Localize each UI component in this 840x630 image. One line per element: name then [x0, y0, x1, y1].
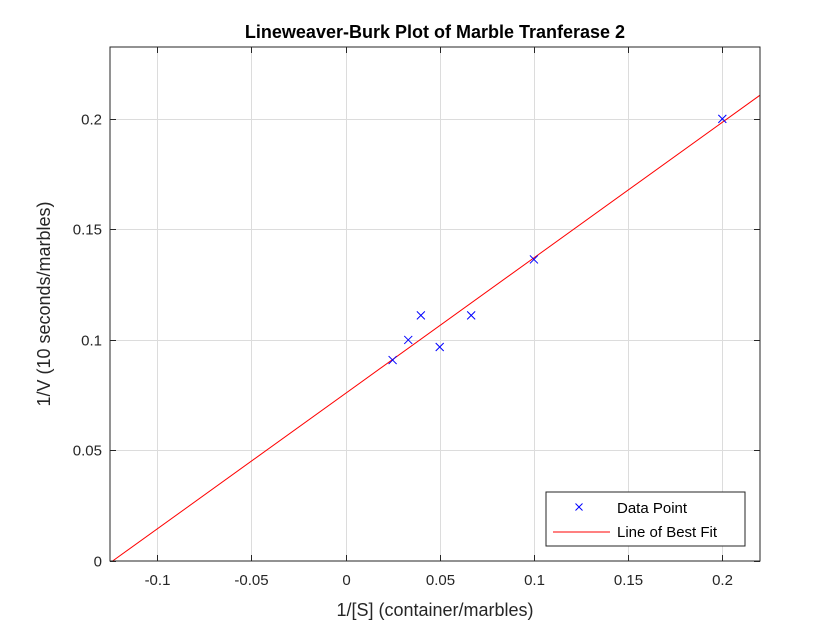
legend-label-line-of-best-fit: Line of Best Fit: [617, 524, 718, 541]
y-tick-label: 0.15: [73, 222, 102, 239]
marker-stroke: [403, 335, 413, 345]
data-point-marker: [388, 355, 397, 365]
data-point-marker: [416, 311, 426, 320]
x-axis-label: 1/[S] (container/marbles): [336, 600, 533, 620]
plot-series: [112, 94, 761, 562]
marker-stroke: [388, 355, 397, 365]
x-tick-label: 0: [342, 572, 350, 589]
plot-area-border: [109, 46, 761, 562]
y-tick-label: 0: [94, 554, 102, 571]
plot-area-background: [110, 47, 760, 561]
data-point-marker: [403, 335, 413, 345]
data-point-marker: [529, 255, 539, 264]
data-point-marker: [717, 114, 727, 124]
data-point-marker: [435, 342, 445, 352]
legend-label-data-point: Data Point: [617, 500, 688, 517]
x-tick-label: 0.1: [524, 572, 545, 589]
marker-stroke: [416, 311, 426, 320]
x-tick-label: -0.1: [145, 572, 171, 589]
x-tick-label: 0.2: [712, 572, 733, 589]
x-tick-label: 0.05: [426, 572, 455, 589]
x-tick-label: -0.05: [234, 572, 268, 589]
y-tick-label: 0.2: [81, 112, 102, 129]
x-tick-label: 0.15: [614, 572, 643, 589]
marker-stroke: [435, 342, 445, 352]
y-tick-label: 0.1: [81, 333, 102, 350]
grid-lines: [110, 47, 760, 561]
legend-marker-x-icon: [575, 503, 583, 511]
marker-stroke: [466, 311, 476, 320]
data-point-marker: [466, 311, 476, 320]
marker-stroke: [717, 114, 727, 124]
best-fit-line: [112, 94, 761, 562]
y-tick-label: 0.05: [73, 443, 102, 460]
marker-stroke: [529, 255, 539, 264]
chart-title: Lineweaver-Burk Plot of Marble Tranferas…: [245, 22, 625, 42]
legend: Data Point Line of Best Fit: [545, 491, 746, 547]
axis-ticks: -0.1 -0.05 0 0.05 0.1 0.15 0.2 0 0.05 0.1 0.15 0.2: [73, 47, 760, 589]
legend-box: [545, 491, 746, 547]
y-axis-label: 1/V (10 seconds/marbles): [34, 201, 54, 406]
